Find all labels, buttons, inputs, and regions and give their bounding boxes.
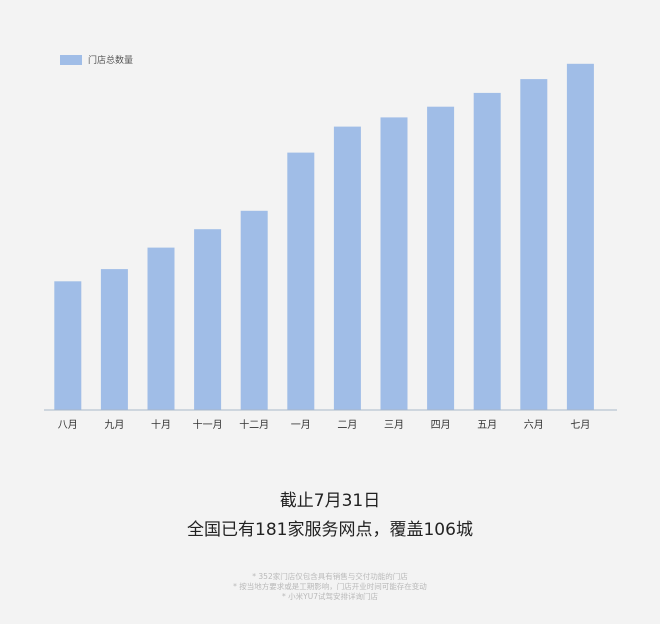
x-tick-label: 三月 — [384, 419, 404, 431]
legend-label: 门店总数量 — [88, 56, 134, 66]
x-tick-label: 十二月 — [239, 418, 269, 431]
footnote: * 按当地方要求或是工期影响，门店开业时间可能存在变动 — [233, 582, 427, 591]
headline-summary: 全国已有181家服务网点，覆盖106城 — [187, 520, 473, 540]
bar — [147, 247, 175, 410]
bar — [100, 269, 128, 410]
bar — [194, 229, 222, 410]
bar — [287, 152, 315, 410]
bars-group — [54, 63, 594, 411]
x-tick-label: 四月 — [431, 419, 451, 431]
x-tick-label: 七月 — [570, 419, 590, 431]
bar — [240, 210, 268, 410]
x-tick-label: 一月 — [291, 419, 311, 431]
x-tick-labels: 八月 九月 十月 十一月 十二月 一月 二月 三月 四月 五月 六月 七月 — [58, 418, 591, 431]
x-tick-label: 九月 — [104, 419, 124, 431]
legend-swatch — [60, 54, 82, 65]
x-tick-label: 六月 — [524, 419, 544, 431]
bar — [54, 281, 82, 410]
bar — [427, 106, 455, 410]
footnote: * 小米YU7试驾安排详询门店 — [282, 592, 378, 601]
bar — [566, 63, 594, 411]
footnote: * 352家门店仅包含具有销售与交付功能的门店 — [252, 572, 408, 581]
x-tick-label: 二月 — [337, 419, 357, 431]
bar-chart: 八月 九月 十月 十一月 十二月 一月 二月 三月 四月 五月 六月 七月 — [44, 63, 617, 431]
bar — [473, 92, 501, 411]
legend: 门店总数量 — [60, 53, 133, 66]
x-tick-label: 十月 — [151, 418, 171, 431]
headline-date: 截止7月31日 — [279, 491, 381, 511]
x-tick-label: 五月 — [477, 419, 497, 431]
x-tick-label: 八月 — [58, 419, 78, 431]
footnotes: * 352家门店仅包含具有销售与交付功能的门店 * 按当地方要求或是工期影响，门… — [0, 572, 660, 602]
x-tick-label: 十一月 — [193, 418, 223, 431]
bar — [333, 126, 361, 410]
bar — [380, 117, 408, 411]
bar — [520, 79, 548, 410]
